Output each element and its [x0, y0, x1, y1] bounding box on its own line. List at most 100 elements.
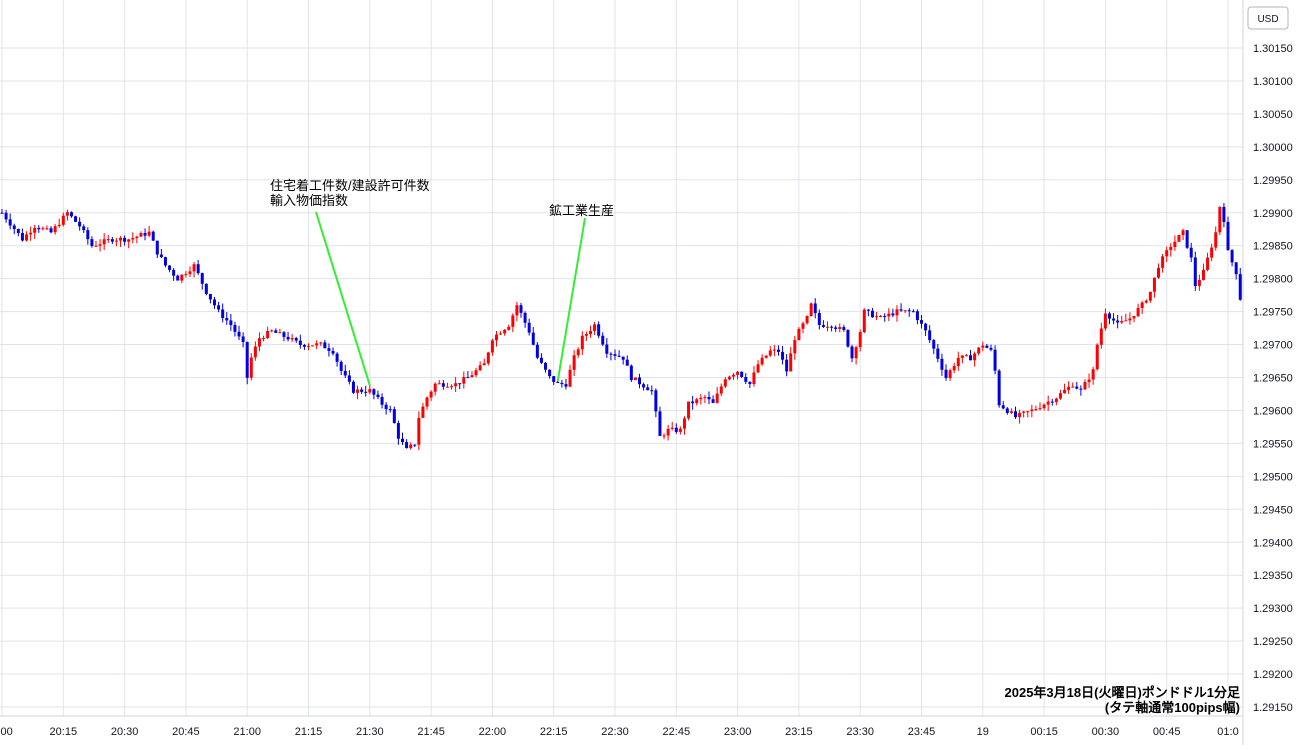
candle[interactable]	[1185, 230, 1189, 249]
candle[interactable]	[703, 394, 707, 404]
candle[interactable]	[1152, 277, 1156, 298]
candle[interactable]	[1107, 311, 1111, 325]
candle[interactable]	[65, 209, 69, 221]
candle[interactable]	[752, 366, 756, 387]
candle[interactable]	[858, 329, 862, 352]
candle[interactable]	[1238, 267, 1242, 301]
candle[interactable]	[654, 388, 658, 418]
candle[interactable]	[1157, 263, 1161, 279]
candle[interactable]	[719, 383, 723, 397]
candle[interactable]	[135, 235, 139, 244]
candle[interactable]	[188, 266, 192, 278]
candle[interactable]	[25, 231, 29, 242]
candle[interactable]	[1226, 216, 1230, 251]
candle[interactable]	[1136, 303, 1140, 318]
candle[interactable]	[1132, 316, 1136, 323]
candle[interactable]	[114, 238, 118, 247]
candle[interactable]	[1128, 312, 1132, 325]
candle[interactable]	[1124, 313, 1128, 322]
candle[interactable]	[98, 239, 102, 252]
candle[interactable]	[842, 324, 846, 332]
candle[interactable]	[131, 232, 135, 244]
candle[interactable]	[343, 364, 347, 378]
candle[interactable]	[110, 236, 114, 244]
candle[interactable]	[772, 344, 776, 357]
candle[interactable]	[964, 354, 968, 357]
candle[interactable]	[1214, 226, 1218, 251]
candle[interactable]	[454, 376, 458, 393]
candle[interactable]	[147, 225, 151, 238]
candle[interactable]	[208, 293, 212, 304]
candle[interactable]	[736, 371, 740, 380]
candle[interactable]	[948, 368, 952, 381]
candle[interactable]	[846, 329, 850, 348]
candle[interactable]	[1161, 253, 1165, 273]
candle[interactable]	[1005, 407, 1009, 415]
candle[interactable]	[53, 223, 57, 235]
candle[interactable]	[707, 391, 711, 405]
candle[interactable]	[989, 344, 993, 352]
candle[interactable]	[290, 334, 294, 342]
candle[interactable]	[69, 211, 73, 218]
candle[interactable]	[584, 331, 588, 342]
candle[interactable]	[257, 332, 261, 352]
candle[interactable]	[997, 369, 1001, 408]
candle[interactable]	[805, 315, 809, 325]
candle[interactable]	[1058, 389, 1062, 400]
candle[interactable]	[78, 217, 82, 231]
candle[interactable]	[253, 341, 257, 361]
candle[interactable]	[12, 223, 16, 235]
candle[interactable]	[523, 311, 527, 328]
candle[interactable]	[715, 387, 719, 404]
candle[interactable]	[41, 226, 45, 231]
candle[interactable]	[1222, 203, 1226, 228]
candle[interactable]	[899, 303, 903, 312]
candle[interactable]	[376, 390, 380, 400]
candle[interactable]	[237, 325, 241, 341]
candle[interactable]	[372, 388, 376, 400]
candle[interactable]	[985, 343, 989, 349]
candle[interactable]	[294, 336, 298, 343]
candle[interactable]	[670, 421, 674, 431]
candle[interactable]	[764, 355, 768, 359]
candle[interactable]	[1083, 379, 1087, 390]
candle[interactable]	[155, 240, 159, 259]
candle[interactable]	[740, 371, 744, 379]
candle[interactable]	[441, 380, 445, 390]
candle[interactable]	[380, 393, 384, 409]
candle[interactable]	[262, 335, 266, 342]
candle[interactable]	[952, 362, 956, 373]
candle[interactable]	[826, 321, 830, 332]
candle[interactable]	[527, 318, 531, 336]
candle[interactable]	[364, 385, 368, 397]
candle[interactable]	[1013, 406, 1017, 419]
candle[interactable]	[1148, 291, 1152, 303]
candle[interactable]	[699, 394, 703, 405]
candle[interactable]	[1140, 301, 1144, 314]
candle[interactable]	[552, 376, 556, 385]
candle[interactable]	[1050, 398, 1054, 406]
candle[interactable]	[981, 341, 985, 352]
candle[interactable]	[732, 373, 736, 380]
candle[interactable]	[768, 346, 772, 357]
candle[interactable]	[678, 426, 682, 435]
candle[interactable]	[723, 376, 727, 389]
candle[interactable]	[1189, 242, 1193, 263]
candle[interactable]	[1079, 385, 1083, 396]
candle[interactable]	[1120, 315, 1124, 325]
candle[interactable]	[1116, 314, 1120, 329]
candle[interactable]	[151, 230, 155, 241]
candle[interactable]	[229, 314, 233, 331]
candle[interactable]	[74, 215, 78, 223]
candle[interactable]	[1038, 402, 1042, 411]
candle[interactable]	[282, 331, 286, 342]
candle[interactable]	[221, 303, 225, 323]
candle[interactable]	[633, 377, 637, 381]
candle[interactable]	[956, 351, 960, 371]
candle[interactable]	[225, 312, 229, 325]
candle[interactable]	[593, 322, 597, 336]
candle[interactable]	[580, 331, 584, 355]
candle[interactable]	[1201, 263, 1205, 281]
candle[interactable]	[862, 308, 866, 334]
